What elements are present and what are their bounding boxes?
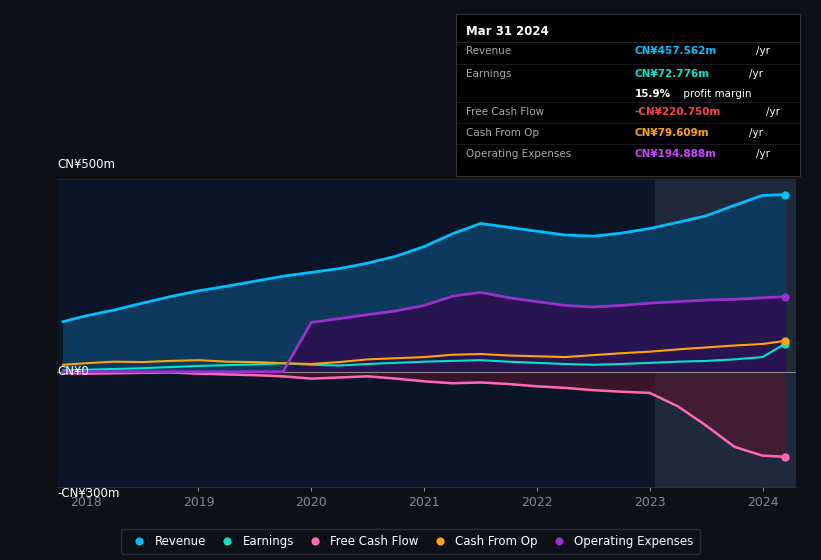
Text: Mar 31 2024: Mar 31 2024: [466, 25, 548, 39]
Text: /yr: /yr: [755, 149, 769, 159]
Text: /yr: /yr: [755, 46, 769, 57]
Text: Cash From Op: Cash From Op: [466, 128, 539, 138]
Text: CN¥79.609m: CN¥79.609m: [635, 128, 709, 138]
Text: 15.9%: 15.9%: [635, 88, 671, 99]
Text: Operating Expenses: Operating Expenses: [466, 149, 571, 159]
Text: Free Cash Flow: Free Cash Flow: [466, 106, 544, 116]
Text: CN¥0: CN¥0: [57, 365, 89, 378]
Text: /yr: /yr: [749, 69, 763, 79]
Text: -CN¥300m: -CN¥300m: [57, 487, 120, 500]
Text: Revenue: Revenue: [466, 46, 511, 57]
Text: CN¥72.776m: CN¥72.776m: [635, 69, 710, 79]
Text: /yr: /yr: [749, 128, 763, 138]
Text: CN¥500m: CN¥500m: [57, 158, 116, 171]
Text: /yr: /yr: [766, 106, 780, 116]
Text: CN¥194.888m: CN¥194.888m: [635, 149, 717, 159]
Text: -CN¥220.750m: -CN¥220.750m: [635, 106, 722, 116]
Text: Earnings: Earnings: [466, 69, 511, 79]
Legend: Revenue, Earnings, Free Cash Flow, Cash From Op, Operating Expenses: Revenue, Earnings, Free Cash Flow, Cash …: [122, 529, 699, 554]
Bar: [655, 179, 796, 487]
Text: CN¥457.562m: CN¥457.562m: [635, 46, 718, 57]
Text: profit margin: profit margin: [680, 88, 751, 99]
